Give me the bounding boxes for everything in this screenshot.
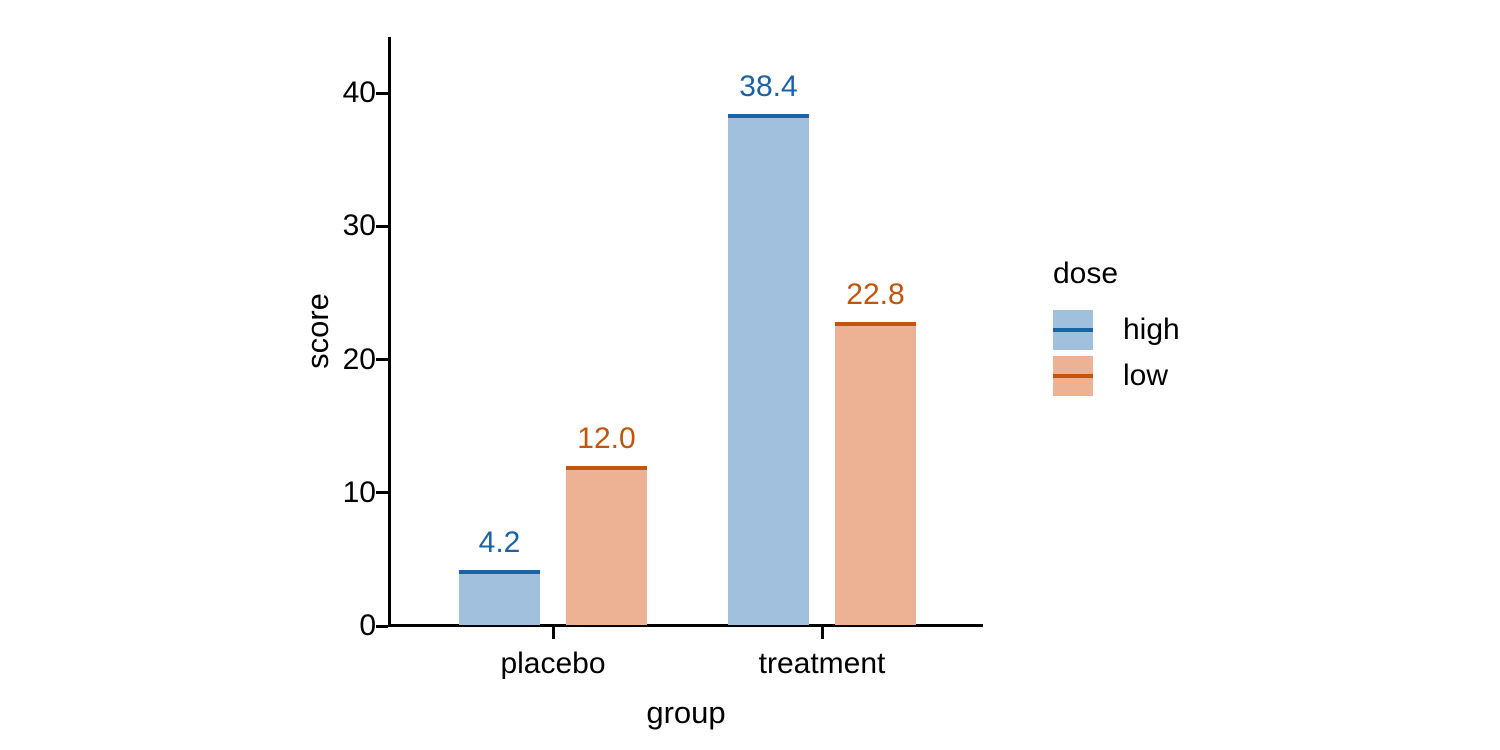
bar-value-label: 22.8: [846, 278, 905, 312]
x-tick-label: placebo: [500, 647, 606, 680]
bar-placebo-low: [566, 466, 647, 625]
legend-swatch-low: [1053, 356, 1093, 396]
y-tick: [376, 624, 388, 628]
bar-value-label: 4.2: [478, 526, 521, 560]
x-tick: [820, 627, 824, 639]
legend-swatch-line-icon: [1053, 328, 1093, 332]
legend-swatch-line-icon: [1053, 374, 1093, 378]
legend-item-low: low: [1053, 356, 1180, 396]
bar-treatment-low: [835, 322, 916, 625]
x-tick: [551, 627, 555, 639]
legend-title: dose: [1053, 257, 1119, 290]
y-tick-label: 10: [342, 475, 376, 509]
y-tick-label: 40: [342, 76, 376, 109]
legend-label-high: high: [1123, 313, 1180, 346]
x-axis-line: [388, 624, 983, 627]
y-tick: [376, 491, 388, 495]
y-tick-label: 30: [342, 209, 376, 243]
bar-treatment-high: [728, 114, 809, 625]
legend-item-high: high: [1053, 310, 1180, 350]
legend-items: high low: [1053, 310, 1180, 396]
bar-value-label: 12.0: [577, 422, 636, 456]
legend-label-low: low: [1123, 359, 1169, 392]
x-axis-title: group: [646, 695, 726, 730]
x-tick-label: treatment: [758, 647, 886, 680]
y-tick: [376, 91, 388, 95]
y-tick: [376, 224, 388, 228]
legend: dose high low: [1053, 256, 1180, 402]
y-tick-label: 0: [359, 609, 376, 642]
bar-placebo-high: [459, 570, 540, 625]
y-axis-title: score: [300, 293, 335, 369]
legend-swatch-high: [1053, 310, 1093, 350]
y-tick: [376, 358, 388, 361]
bar-value-label: 38.4: [739, 70, 798, 104]
y-tick-label: 20: [342, 342, 376, 376]
y-axis-line: [388, 37, 391, 627]
